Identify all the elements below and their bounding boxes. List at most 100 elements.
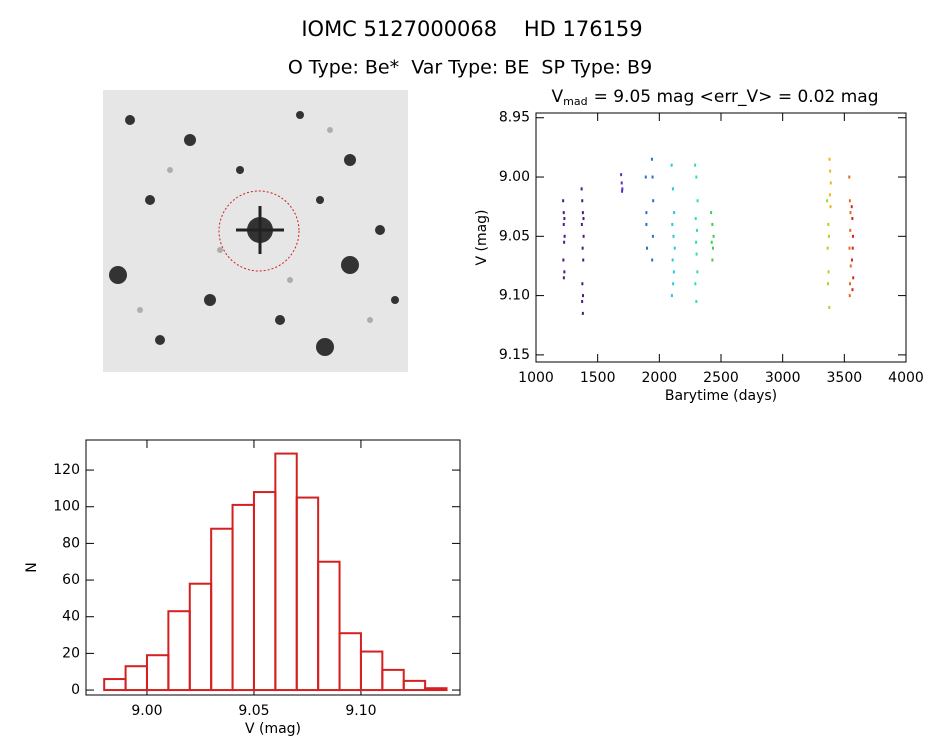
sky-image [103, 90, 408, 372]
data-point [710, 211, 713, 215]
page-title: IOMC 5127000068 HD 176159 [301, 17, 642, 41]
data-point [672, 270, 675, 274]
y-tick-label: 20 [62, 645, 80, 661]
data-point [849, 282, 852, 286]
histogram-bar [295, 496, 320, 692]
data-point [581, 199, 584, 203]
x-tick-label: 2000 [642, 370, 678, 386]
plot-frame [535, 112, 907, 363]
data-point [671, 222, 674, 226]
data-point [826, 246, 829, 250]
data-point [851, 288, 854, 292]
histogram-bar [145, 654, 170, 692]
x-axis-label: Barytime (days) [665, 388, 777, 404]
data-point [695, 240, 698, 244]
data-point [673, 246, 676, 250]
data-point [711, 222, 714, 226]
data-point [645, 222, 648, 226]
data-point [563, 217, 566, 221]
data-point [695, 300, 698, 304]
data-point [694, 163, 697, 167]
data-point [850, 258, 853, 262]
histogram-bar [103, 678, 127, 692]
data-point [582, 217, 585, 221]
data-point [670, 294, 673, 298]
histogram-bar [210, 527, 234, 692]
x-tick-label: 9.10 [345, 703, 376, 719]
data-point [581, 282, 584, 286]
data-point [828, 305, 831, 309]
data-point [620, 173, 623, 177]
data-point [694, 282, 697, 286]
data-point [582, 258, 585, 262]
data-point [695, 228, 698, 232]
data-point [673, 211, 676, 215]
data-point [650, 157, 653, 161]
chart-title: Vmad = 9.05 mag <err_V> = 0.02 mag [551, 87, 878, 108]
x-tick-label: 9.05 [238, 703, 269, 719]
data-point [621, 187, 624, 191]
data-point [711, 258, 714, 262]
data-point [851, 246, 854, 250]
data-point [848, 199, 851, 203]
title-part: mad [563, 95, 587, 108]
data-point [848, 246, 851, 250]
y-tick-label: 9.00 [499, 169, 530, 185]
x-tick-label: 9.00 [131, 703, 162, 719]
y-tick-label: 80 [62, 535, 80, 551]
data-point [671, 187, 674, 191]
histogram-bar [167, 610, 191, 692]
data-point [621, 189, 624, 193]
data-point [563, 234, 566, 238]
x-axis-label: V (mag) [245, 721, 301, 737]
data-point [851, 234, 854, 238]
data-point [580, 187, 583, 191]
data-point [562, 276, 565, 280]
y-tick-label: 100 [53, 499, 80, 515]
histogram-bar [359, 650, 384, 692]
data-point [848, 175, 851, 179]
histogram-bar [317, 560, 341, 692]
data-point [828, 193, 831, 197]
plot-frame [85, 439, 461, 696]
y-tick-label: 60 [62, 572, 80, 588]
data-point [562, 211, 565, 215]
data-point [651, 258, 654, 262]
data-point [672, 282, 675, 286]
data-point [670, 163, 673, 167]
x-tick-label: 2500 [703, 370, 739, 386]
histogram-bar [402, 679, 427, 692]
data-point [563, 270, 566, 274]
data-point [848, 294, 851, 298]
data-point [829, 169, 832, 173]
data-point [829, 205, 832, 209]
data-point [645, 211, 648, 215]
data-point [651, 175, 654, 179]
histogram-bar [381, 668, 405, 692]
data-point [582, 234, 585, 238]
data-point [671, 258, 674, 262]
x-tick-label: 3500 [827, 370, 863, 386]
data-point [646, 246, 648, 250]
data-point [712, 234, 715, 238]
y-tick-label: 120 [53, 462, 80, 478]
histogram-bar [338, 632, 362, 692]
data-point [695, 252, 698, 256]
histogram-bar [231, 503, 255, 692]
data-point [826, 199, 829, 203]
title-part: = 9.05 mag <err_V> = 0.02 mag [594, 87, 879, 107]
data-point [580, 222, 583, 226]
data-point [710, 240, 713, 244]
data-point [827, 282, 830, 286]
data-point [851, 217, 854, 221]
x-tick-label: 1000 [518, 370, 554, 386]
data-point [581, 311, 584, 315]
data-point [651, 234, 654, 238]
y-tick-label: 8.95 [499, 110, 530, 126]
data-point [827, 270, 830, 274]
data-point [581, 294, 584, 298]
data-point [644, 175, 647, 179]
histogram-bar [124, 665, 148, 692]
data-point [828, 157, 831, 161]
